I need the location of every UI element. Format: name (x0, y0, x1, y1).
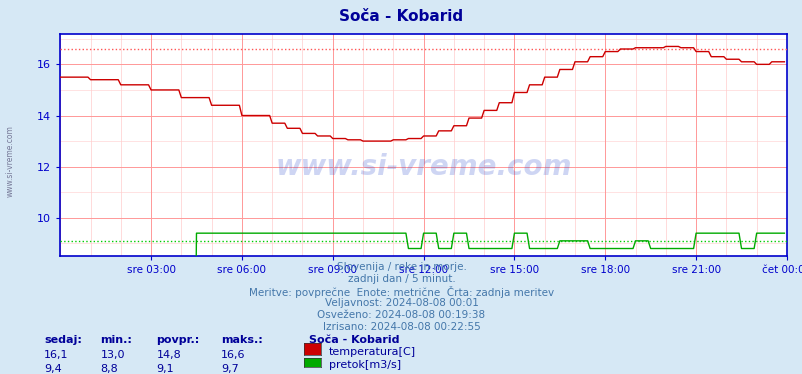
Text: 16,6: 16,6 (221, 350, 245, 360)
Text: povpr.:: povpr.: (156, 335, 200, 345)
Text: 9,4: 9,4 (44, 364, 62, 374)
Text: maks.:: maks.: (221, 335, 262, 345)
Text: Slovenija / reke in morje.: Slovenija / reke in morje. (336, 262, 466, 272)
Text: Soča - Kobarid: Soča - Kobarid (339, 9, 463, 24)
Text: min.:: min.: (100, 335, 132, 345)
Text: www.si-vreme.com: www.si-vreme.com (6, 125, 15, 197)
Text: Osveženo: 2024-08-08 00:19:38: Osveženo: 2024-08-08 00:19:38 (317, 310, 485, 320)
Text: 13,0: 13,0 (100, 350, 125, 360)
Text: pretok[m3/s]: pretok[m3/s] (329, 360, 401, 370)
Text: Izrisano: 2024-08-08 00:22:55: Izrisano: 2024-08-08 00:22:55 (322, 322, 480, 332)
Text: zadnji dan / 5 minut.: zadnji dan / 5 minut. (347, 274, 455, 284)
Text: 16,1: 16,1 (44, 350, 69, 360)
Text: sedaj:: sedaj: (44, 335, 82, 345)
Text: 9,1: 9,1 (156, 364, 174, 374)
Text: Veljavnost: 2024-08-08 00:01: Veljavnost: 2024-08-08 00:01 (324, 298, 478, 308)
Text: Meritve: povprečne  Enote: metrične  Črta: zadnja meritev: Meritve: povprečne Enote: metrične Črta:… (249, 286, 553, 298)
Text: 8,8: 8,8 (100, 364, 118, 374)
Text: www.si-vreme.com: www.si-vreme.com (275, 153, 571, 181)
Text: 9,7: 9,7 (221, 364, 238, 374)
Text: 14,8: 14,8 (156, 350, 181, 360)
Text: Soča - Kobarid: Soča - Kobarid (309, 335, 399, 345)
Text: temperatura[C]: temperatura[C] (329, 347, 415, 357)
